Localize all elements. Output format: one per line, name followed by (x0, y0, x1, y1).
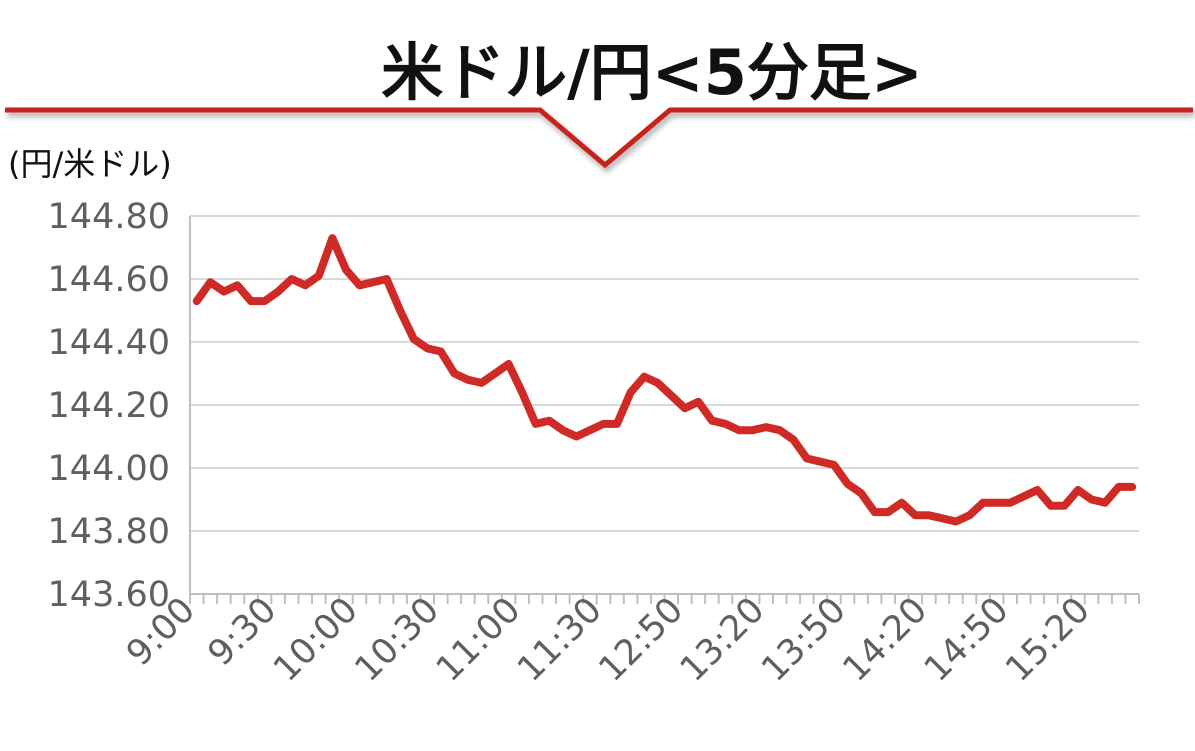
y-tick-labels: 144.80 144.60 144.40 144.20 144.00 143.80 143.… (48, 197, 170, 615)
y-tick-label: 143.60 (48, 575, 170, 615)
x-tick-label: 11:00 (429, 590, 529, 690)
axes (189, 216, 1140, 604)
y-tick-label: 144.80 (48, 197, 170, 237)
y-tick-label: 144.40 (48, 323, 170, 363)
x-tick-label: 11:30 (510, 590, 610, 690)
x-tick-label: 14:20 (836, 590, 936, 690)
x-tick-label: 10:00 (266, 590, 366, 690)
gridlines (190, 215, 1139, 532)
x-tick-label: 13:20 (673, 590, 773, 690)
series-line-usdjpy (192, 234, 1137, 526)
title-banner-line (5, 107, 1193, 169)
x-tick-label: 15:20 (998, 590, 1098, 690)
chart-title: 米ドル/円<5分足> (381, 36, 923, 109)
y-tick-label: 144.60 (48, 260, 170, 300)
y-tick-label: 144.00 (48, 449, 170, 489)
x-tick-labels: 9:009:3010:0010:3011:0011:3012:5013:2013… (119, 590, 1098, 690)
y-axis-unit-label: (円/米ドル) (8, 145, 172, 183)
y-tick-label: 144.20 (48, 386, 170, 426)
x-tick-label: 12:50 (592, 590, 692, 690)
x-tick-label: 14:50 (917, 590, 1017, 690)
y-tick-label: 143.80 (48, 512, 170, 552)
x-tick-label: 13:50 (754, 590, 854, 690)
series-layer (192, 234, 1137, 526)
x-tick-label: 10:30 (348, 590, 448, 690)
